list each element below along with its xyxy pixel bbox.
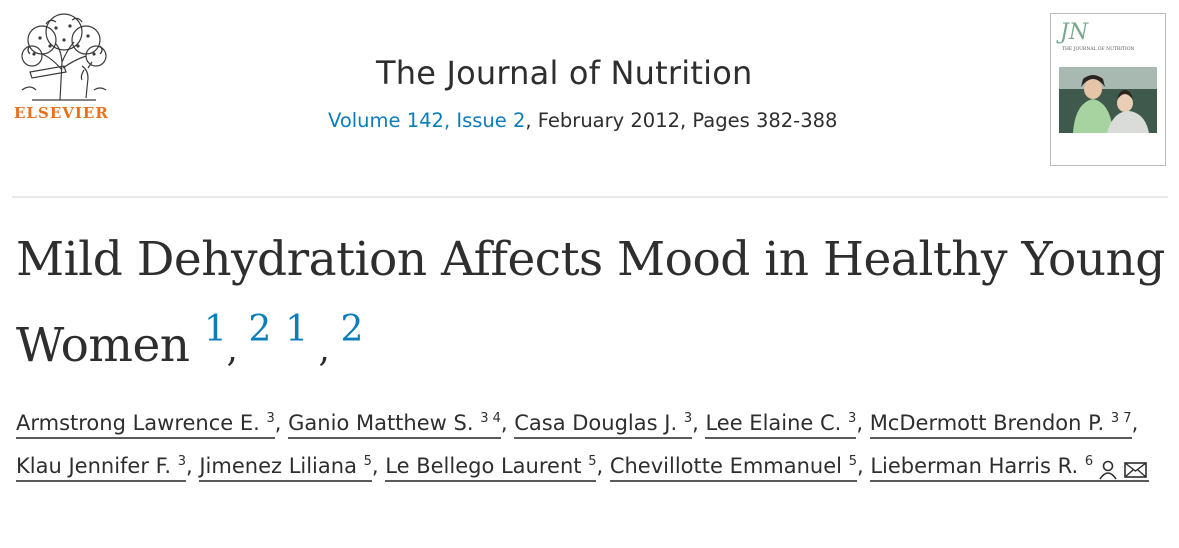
article-title-text: Mild Dehydration Affects Mood in Healthy… <box>16 232 1165 373</box>
author-name: Ganio Matthew S. <box>288 411 474 435</box>
author-name: Chevillotte Emmanuel <box>609 454 842 478</box>
footnote-separator: , <box>226 329 249 370</box>
issue-line: Volume 142, Issue 2, February 2012, Page… <box>328 109 858 132</box>
author-name: McDermott Brendon P. <box>869 411 1105 435</box>
author-link[interactable]: Klau Jennifer F. 3 <box>16 454 186 482</box>
author-link[interactable]: Lee Elaine C. 3 <box>705 411 857 439</box>
author-link[interactable]: Le Bellego Laurent 5 <box>385 454 597 482</box>
author-name: Armstrong Lawrence E. <box>16 411 260 435</box>
author-affiliation: 3 7 <box>1110 411 1132 426</box>
footnote-separator: , <box>307 329 341 370</box>
author-link[interactable]: McDermott Brendon P. 3 7 <box>869 411 1132 439</box>
publisher-name: ELSEVIER <box>14 104 109 122</box>
author-affiliation: 3 <box>683 411 693 426</box>
author-affiliation: 3 4 <box>480 411 501 426</box>
cover-subtitle: THE JOURNAL OF NUTRITION <box>1062 47 1135 52</box>
author-contact-icons <box>1097 448 1149 491</box>
author-link[interactable]: Armstrong Lawrence E. 3 <box>16 411 275 439</box>
journal-info: The Journal of Nutrition Volume 142, Iss… <box>328 54 858 132</box>
author-affiliation: 5 <box>588 454 597 469</box>
author-name: Jimenez Liliana <box>199 454 357 478</box>
cover-photo-icon <box>1059 67 1157 133</box>
article-header: ELSEVIER The Journal of Nutrition Volume… <box>0 0 1179 196</box>
journal-cover[interactable]: JN THE JOURNAL OF NUTRITION <box>1050 13 1166 166</box>
elsevier-tree-icon <box>21 13 107 101</box>
journal-title[interactable]: The Journal of Nutrition <box>376 54 753 92</box>
author-name: Lee Elaine C. <box>705 411 842 435</box>
publisher-logo[interactable]: ELSEVIER <box>12 10 124 122</box>
author-name: Klau Jennifer F. <box>16 454 172 478</box>
author-link[interactable]: Ganio Matthew S. 3 4 <box>288 411 501 439</box>
date-pages: , February 2012, Pages 382-388 <box>525 109 838 132</box>
person-icon <box>1099 460 1117 480</box>
author-name: Casa Douglas J. <box>514 411 678 435</box>
envelope-icon <box>1124 462 1147 478</box>
author-affiliation: 3 <box>177 454 186 469</box>
volume-issue-link[interactable]: Volume 142, Issue 2 <box>328 109 526 132</box>
article-title: Mild Dehydration Affects Mood in Healthy… <box>16 225 1166 385</box>
author-affiliation: 3 <box>848 411 857 426</box>
author-link[interactable]: Casa Douglas J. 3 <box>514 411 693 439</box>
author-link[interactable]: Chevillotte Emmanuel 5 <box>609 454 857 482</box>
footnote-link-1[interactable]: 1 <box>204 309 227 350</box>
author-name: Lieberman Harris R. <box>870 454 1079 478</box>
author-name: Le Bellego Laurent <box>385 454 582 478</box>
footnote-link-2[interactable]: 2 <box>248 309 271 350</box>
author-affiliation: 3 <box>266 411 275 426</box>
footnote-link-3[interactable]: 1 <box>285 309 308 350</box>
author-list: Armstrong Lawrence E. 3, Ganio Matthew S… <box>16 402 1156 491</box>
author-link[interactable]: Jimenez Liliana 5 <box>199 454 372 482</box>
cover-jn-label: JN <box>1060 20 1089 45</box>
footnote-link-4[interactable]: 2 <box>340 309 363 350</box>
header-divider <box>12 196 1168 198</box>
author-link[interactable]: Lieberman Harris R. 6 <box>870 454 1150 482</box>
author-affiliation: 5 <box>848 454 857 469</box>
author-affiliation: 6 <box>1084 454 1094 469</box>
author-affiliation: 5 <box>363 454 372 469</box>
